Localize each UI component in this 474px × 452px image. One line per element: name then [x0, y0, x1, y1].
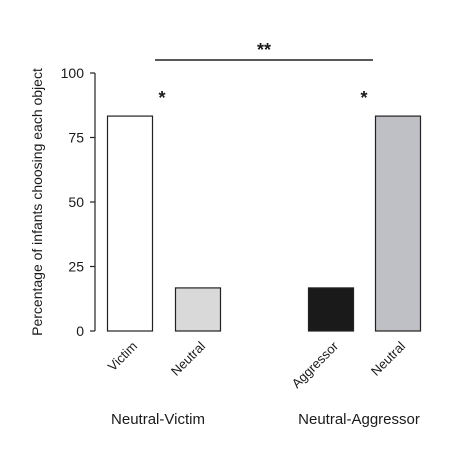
y-axis: 0 25 50 75 100 — [61, 65, 96, 339]
y-tick-label: 75 — [68, 130, 84, 146]
category-label: Aggressor — [289, 338, 342, 391]
y-tick-label: 50 — [68, 194, 84, 210]
bar-neutral-3 — [374, 115, 422, 332]
significance-annotations: * *** — [155, 40, 373, 108]
bar-neutral-1 — [174, 287, 222, 332]
group-label: Neutral-Aggressor — [298, 411, 420, 428]
category-label: Victim — [105, 339, 140, 374]
y-tick-label: 100 — [61, 65, 85, 81]
category-label: Neutral — [168, 338, 208, 378]
y-tick-label: 25 — [68, 259, 84, 275]
y-axis-label: Percentage of infants choosing each obje… — [29, 68, 45, 336]
category-label: Neutral — [368, 338, 408, 378]
bar-victim-0 — [106, 115, 154, 332]
bars — [106, 115, 422, 332]
group-labels: Neutral-Victim Neutral-Aggressor — [111, 411, 420, 428]
significance-marker: ** — [257, 40, 271, 60]
significance-marker: * — [360, 88, 367, 108]
y-tick-label: 0 — [76, 323, 84, 339]
significance-marker: * — [158, 88, 165, 108]
group-label: Neutral-Victim — [111, 411, 205, 428]
category-labels: Victim Neutral Aggressor Neutral — [105, 338, 409, 391]
bar-aggressor-2 — [307, 287, 355, 332]
